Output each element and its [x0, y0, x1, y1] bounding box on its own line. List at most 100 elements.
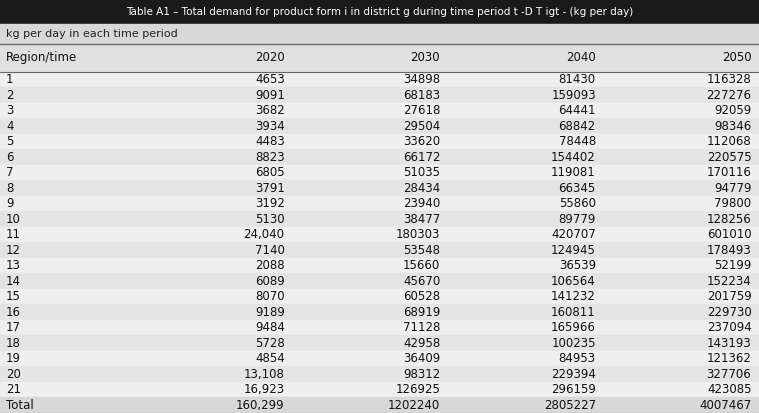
Text: 3791: 3791 [255, 182, 285, 195]
Text: 36409: 36409 [403, 352, 440, 365]
Text: 16: 16 [6, 306, 21, 319]
Text: 42958: 42958 [403, 337, 440, 350]
Text: 2040: 2040 [566, 51, 596, 64]
Text: 52199: 52199 [714, 259, 751, 272]
Bar [0, 304, 759, 320]
Text: 227276: 227276 [707, 89, 751, 102]
Text: 89779: 89779 [559, 213, 596, 225]
Bar [0, 180, 759, 196]
Text: 160811: 160811 [551, 306, 596, 319]
Text: 23940: 23940 [403, 197, 440, 210]
Text: 8823: 8823 [255, 151, 285, 164]
Text: 51035: 51035 [403, 166, 440, 179]
Text: 9: 9 [6, 197, 14, 210]
Text: Region/time: Region/time [6, 51, 77, 64]
Text: 7: 7 [6, 166, 14, 179]
Text: 124945: 124945 [551, 244, 596, 257]
Text: 220575: 220575 [707, 151, 751, 164]
Text: 8070: 8070 [255, 290, 285, 303]
Text: 6089: 6089 [255, 275, 285, 288]
Text: 601010: 601010 [707, 228, 751, 241]
Text: 6: 6 [6, 151, 14, 164]
Text: 178493: 178493 [707, 244, 751, 257]
Text: 4483: 4483 [255, 135, 285, 148]
Text: 100235: 100235 [551, 337, 596, 350]
Text: 7140: 7140 [255, 244, 285, 257]
Text: 15: 15 [6, 290, 21, 303]
Bar [0, 103, 759, 119]
Text: 66172: 66172 [403, 151, 440, 164]
Bar [0, 382, 759, 397]
Text: 296159: 296159 [551, 383, 596, 396]
Text: 15660: 15660 [403, 259, 440, 272]
Text: 119081: 119081 [551, 166, 596, 179]
Text: 13: 13 [6, 259, 21, 272]
Bar [0, 0, 759, 24]
Text: 4: 4 [6, 120, 14, 133]
Text: 170116: 170116 [707, 166, 751, 179]
Bar [0, 134, 759, 150]
Text: 10: 10 [6, 213, 21, 225]
Text: 94779: 94779 [714, 182, 751, 195]
Text: 5130: 5130 [255, 213, 285, 225]
Text: 423085: 423085 [707, 383, 751, 396]
Text: 229730: 229730 [707, 306, 751, 319]
Text: 237094: 237094 [707, 321, 751, 334]
Bar [0, 196, 759, 211]
Bar [0, 289, 759, 304]
Text: 159093: 159093 [551, 89, 596, 102]
Text: 16,923: 16,923 [244, 383, 285, 396]
Text: 71128: 71128 [403, 321, 440, 334]
Bar [0, 88, 759, 103]
Text: 28434: 28434 [403, 182, 440, 195]
Text: 38477: 38477 [403, 213, 440, 225]
Text: 4653: 4653 [255, 73, 285, 86]
Text: 68919: 68919 [403, 306, 440, 319]
Text: 2805227: 2805227 [543, 399, 596, 412]
Text: 9189: 9189 [255, 306, 285, 319]
Text: 68183: 68183 [403, 89, 440, 102]
Text: 68842: 68842 [559, 120, 596, 133]
Text: 2030: 2030 [411, 51, 440, 64]
Text: 128256: 128256 [707, 213, 751, 225]
Text: 24,040: 24,040 [244, 228, 285, 241]
Text: 17: 17 [6, 321, 21, 334]
Text: 33620: 33620 [403, 135, 440, 148]
Text: 84953: 84953 [559, 352, 596, 365]
Bar [0, 119, 759, 134]
Text: 5: 5 [6, 135, 14, 148]
Text: 34898: 34898 [403, 73, 440, 86]
Text: 13,108: 13,108 [244, 368, 285, 381]
Text: 126925: 126925 [395, 383, 440, 396]
Text: 79800: 79800 [714, 197, 751, 210]
Text: 4007467: 4007467 [699, 399, 751, 412]
Bar [0, 351, 759, 366]
Bar [0, 150, 759, 165]
Text: 9091: 9091 [255, 89, 285, 102]
Text: 21: 21 [6, 383, 21, 396]
Bar [0, 165, 759, 180]
Text: 121362: 121362 [707, 352, 751, 365]
Bar [0, 72, 759, 88]
Text: 14: 14 [6, 275, 21, 288]
Text: 81430: 81430 [559, 73, 596, 86]
Text: 116328: 116328 [707, 73, 751, 86]
Text: 160,299: 160,299 [236, 399, 285, 412]
Text: 106564: 106564 [551, 275, 596, 288]
Text: 36539: 36539 [559, 259, 596, 272]
Bar [0, 44, 759, 72]
Text: 1202240: 1202240 [388, 399, 440, 412]
Text: 60528: 60528 [403, 290, 440, 303]
Text: 11: 11 [6, 228, 21, 241]
Bar [0, 211, 759, 227]
Text: 2088: 2088 [255, 259, 285, 272]
Text: 64441: 64441 [559, 104, 596, 117]
Text: 29504: 29504 [403, 120, 440, 133]
Text: 45670: 45670 [403, 275, 440, 288]
Text: 327706: 327706 [707, 368, 751, 381]
Text: 201759: 201759 [707, 290, 751, 303]
Text: 27618: 27618 [403, 104, 440, 117]
Text: 92059: 92059 [714, 104, 751, 117]
Text: 3682: 3682 [255, 104, 285, 117]
Text: 420707: 420707 [551, 228, 596, 241]
